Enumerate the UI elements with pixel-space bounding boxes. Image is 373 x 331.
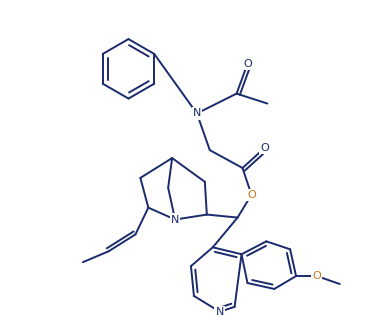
- Text: O: O: [313, 271, 321, 281]
- Text: N: N: [216, 307, 224, 317]
- Text: O: O: [247, 190, 256, 200]
- Text: O: O: [260, 143, 269, 153]
- Text: O: O: [243, 59, 252, 69]
- Text: N: N: [171, 214, 179, 224]
- Text: N: N: [193, 109, 201, 118]
